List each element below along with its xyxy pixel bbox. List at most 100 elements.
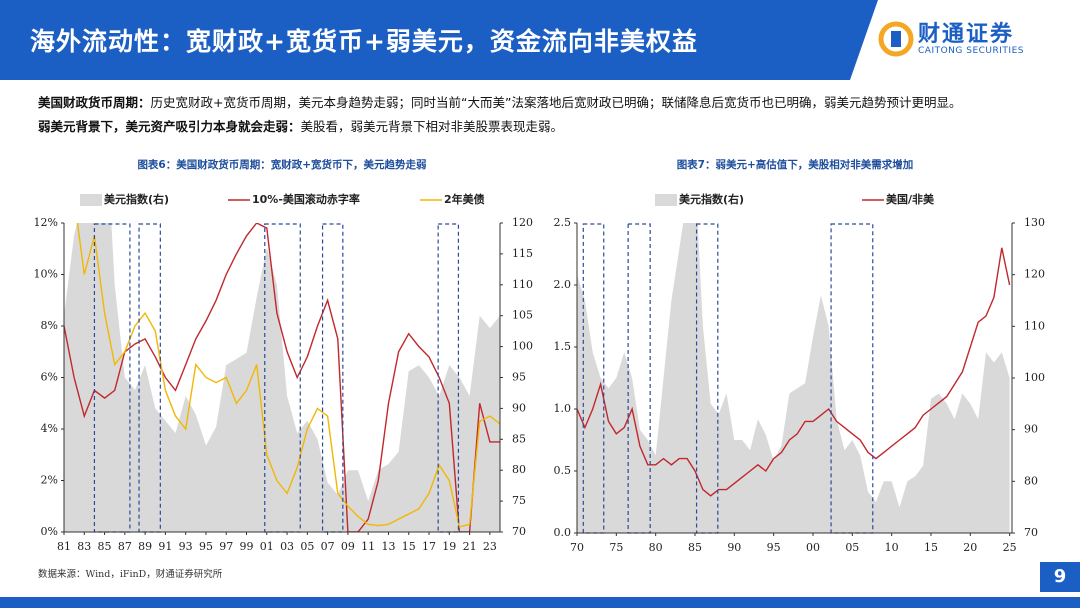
y-tick-label: 8% bbox=[41, 319, 58, 332]
x-tick-label: 09 bbox=[341, 540, 355, 553]
chart-title: 图表6：美国财政货币周期：宽财政+宽货币下，美元趋势走弱 bbox=[137, 158, 426, 171]
paragraph: 美国财政货币周期：历史宽财政+宽货币周期，美元本身趋势走弱；同时当前“大而美”法… bbox=[38, 92, 961, 111]
x-tick-label: 25 bbox=[1003, 541, 1017, 554]
x-tick-label: 15 bbox=[402, 540, 416, 553]
y-tick-label: 2.0 bbox=[554, 278, 572, 291]
x-tick-label: 05 bbox=[300, 540, 314, 553]
legend-swatch bbox=[80, 194, 102, 206]
y-tick-label: 1.5 bbox=[554, 340, 572, 353]
x-tick-label: 19 bbox=[442, 540, 456, 553]
x-tick-label: 05 bbox=[845, 541, 859, 554]
legend-label: 10%-美国滚动赤字率 bbox=[252, 192, 360, 206]
y2-tick-label: 70 bbox=[512, 525, 526, 538]
logo-text: 财通证券 bbox=[918, 22, 1015, 47]
y-tick-label: 10% bbox=[34, 268, 58, 281]
x-tick-label: 95 bbox=[199, 540, 213, 553]
y2-tick-label: 90 bbox=[512, 401, 526, 414]
footer-bar bbox=[0, 597, 1080, 608]
line bbox=[577, 247, 1011, 497]
y2-tick-label: 100 bbox=[1024, 371, 1045, 384]
paragraph: 弱美元背景下，美元资产吸引力本身就会走弱：美股看，弱美元背景下相对非美股票表现走… bbox=[38, 116, 563, 135]
y-tick-label: 4% bbox=[41, 422, 58, 435]
y2-tick-label: 75 bbox=[512, 494, 526, 507]
paragraph-lead: 美国财政货币周期： bbox=[38, 95, 151, 110]
y2-tick-label: 120 bbox=[512, 216, 533, 229]
y2-tick-label: 100 bbox=[512, 340, 533, 353]
y2-tick-label: 110 bbox=[1024, 319, 1045, 332]
y2-tick-label: 70 bbox=[1024, 526, 1038, 539]
area bbox=[577, 223, 1010, 533]
x-tick-label: 23 bbox=[483, 540, 497, 553]
x-tick-label: 00 bbox=[806, 541, 820, 554]
paragraph-lead: 弱美元背景下，美元资产吸引力本身就会走弱： bbox=[38, 119, 301, 134]
legend-label: 美元指数(右) bbox=[104, 192, 169, 206]
paragraph-text: 历史宽财政+宽货币周期，美元本身趋势走弱；同时当前“大而美”法案落地后宽财政已明… bbox=[150, 95, 962, 110]
y2-tick-label: 130 bbox=[1024, 216, 1045, 229]
y-tick-label: 2% bbox=[41, 474, 58, 487]
x-tick-label: 80 bbox=[649, 541, 663, 554]
x-tick-label: 15 bbox=[924, 541, 938, 554]
logo-core bbox=[891, 31, 901, 47]
x-tick-label: 20 bbox=[963, 541, 977, 554]
x-tick-label: 07 bbox=[321, 540, 335, 553]
y-tick-label: 2.5 bbox=[554, 216, 572, 229]
x-tick-label: 83 bbox=[77, 540, 91, 553]
y2-tick-label: 85 bbox=[512, 432, 526, 445]
y2-tick-label: 90 bbox=[1024, 423, 1038, 436]
highlight-box bbox=[264, 223, 301, 533]
line bbox=[76, 223, 500, 528]
y-tick-label: 1.0 bbox=[554, 402, 572, 415]
x-tick-label: 91 bbox=[158, 540, 172, 553]
x-tick-label: 97 bbox=[219, 540, 233, 553]
y2-tick-label: 95 bbox=[512, 371, 526, 384]
slide-title: 海外流动性：宽财政+宽货币+弱美元，资金流向非美权益 bbox=[30, 27, 698, 56]
legend-label: 2年美债 bbox=[444, 192, 485, 206]
y2-tick-label: 80 bbox=[512, 463, 526, 476]
x-tick-label: 93 bbox=[179, 540, 193, 553]
legend-label: 美国/非美 bbox=[886, 192, 935, 206]
y2-tick-label: 120 bbox=[1024, 268, 1045, 281]
x-tick-label: 87 bbox=[118, 540, 132, 553]
x-tick-label: 89 bbox=[138, 540, 152, 553]
logo-ring bbox=[878, 21, 914, 57]
paragraph-text: 美股看，弱美元背景下相对非美股票表现走弱。 bbox=[300, 119, 564, 134]
chart-title: 图表7：弱美元+高估值下，美股相对非美需求增加 bbox=[677, 158, 914, 171]
legend-swatch bbox=[655, 194, 677, 206]
plot bbox=[64, 223, 500, 532]
highlight-box bbox=[93, 223, 131, 533]
y-tick-label: 0.0 bbox=[554, 526, 572, 539]
x-tick-label: 70 bbox=[570, 541, 584, 554]
area bbox=[64, 223, 500, 532]
y-tick-label: 6% bbox=[41, 371, 58, 384]
logo-background bbox=[850, 0, 1080, 80]
y-tick-label: 0.5 bbox=[554, 464, 572, 477]
logo-icon bbox=[878, 21, 914, 57]
x-tick-label: 13 bbox=[381, 540, 395, 553]
x-tick-label: 17 bbox=[422, 540, 436, 553]
x-tick-label: 75 bbox=[609, 541, 623, 554]
x-tick-label: 90 bbox=[727, 541, 741, 554]
highlight-box bbox=[695, 223, 719, 534]
line bbox=[64, 223, 500, 532]
x-tick-label: 10 bbox=[885, 541, 899, 554]
y2-tick-label: 105 bbox=[512, 309, 533, 322]
y2-tick-label: 80 bbox=[1024, 474, 1038, 487]
y-tick-label: 0% bbox=[41, 525, 58, 538]
y2-tick-label: 110 bbox=[512, 278, 533, 291]
x-tick-label: 85 bbox=[98, 540, 112, 553]
highlight-box bbox=[627, 223, 651, 534]
x-tick-label: 03 bbox=[280, 540, 294, 553]
x-tick-label: 81 bbox=[57, 540, 71, 553]
x-tick-label: 11 bbox=[361, 540, 375, 553]
source-note: 数据来源：Wind，iFinD，财通证券研究所 bbox=[38, 569, 223, 580]
x-tick-label: 99 bbox=[240, 540, 254, 553]
x-tick-label: 95 bbox=[767, 541, 781, 554]
logo-subtext: CAITONG SECURITIES bbox=[918, 46, 1024, 56]
x-tick-label: 01 bbox=[260, 540, 274, 553]
x-tick-label: 85 bbox=[688, 541, 702, 554]
legend-label: 美元指数(右) bbox=[679, 192, 744, 206]
y-tick-label: 12% bbox=[34, 216, 58, 229]
x-tick-label: 21 bbox=[463, 540, 477, 553]
